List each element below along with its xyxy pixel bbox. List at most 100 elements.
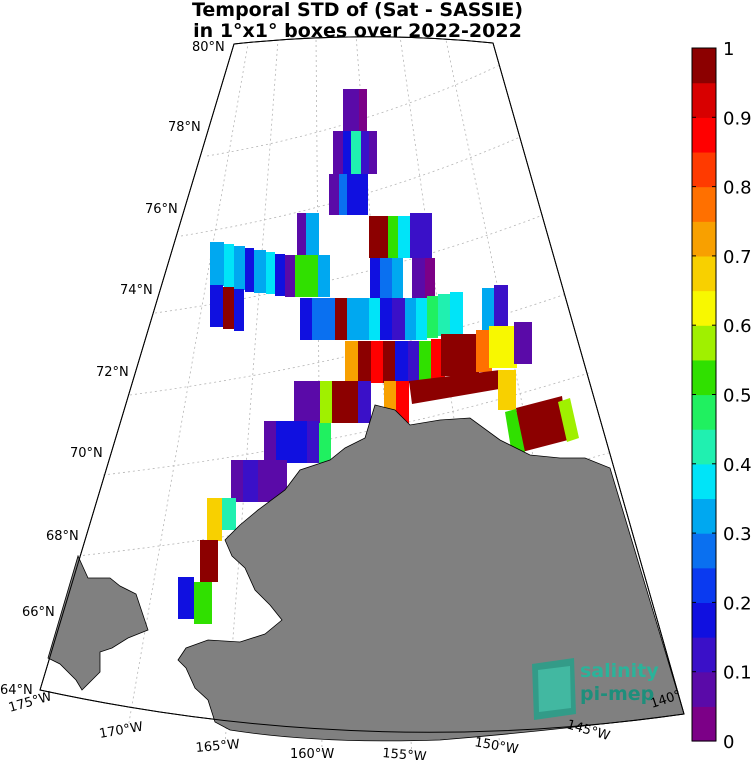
colorbar-segment [692,221,716,257]
colorbar-segment [692,117,716,153]
lat-label-80: 80°N [192,40,225,55]
data-boxes [178,89,579,624]
colorbar-segment [692,498,716,534]
data-box [396,381,409,423]
data-box [329,174,339,215]
data-box [369,298,380,340]
lon-label-150w: 150°W [473,735,519,757]
data-box [409,370,505,404]
colorbar-segment [692,706,716,742]
lon-label-160w: 160°W [290,747,334,760]
data-box [516,396,568,452]
data-box [416,298,427,340]
colorbar-segment [692,290,716,326]
colorbar-tick-label: 0.5 [723,386,752,407]
data-box [200,540,218,582]
colorbar-segment [692,255,716,292]
chukotka-landmass [47,554,149,691]
data-box [210,242,224,286]
data-box [231,460,243,502]
data-box [392,258,403,300]
colorbar: 0 0.1 0.2 0.3 0.4 0.5 0.6 0.7 0.8 0.9 1 [691,39,752,753]
data-box [339,174,347,215]
colorbar-segment [692,671,716,707]
data-box [300,298,312,340]
data-box [343,131,351,174]
lon-label-165w: 165°W [195,737,240,756]
colorbar-segment [692,429,716,465]
data-box [194,582,212,624]
data-box [210,285,223,327]
data-box [412,258,425,300]
data-box [361,131,369,174]
colorbar-tick-label: 0.4 [723,455,752,476]
data-box [294,381,320,423]
data-box [370,258,380,300]
data-box [405,298,416,340]
data-box [297,213,306,255]
lon-label-155w: 155°W [382,746,427,760]
data-box [312,298,335,340]
data-box [320,381,332,423]
data-box [383,341,395,383]
salinity-pimep-logo: salinity pi-mep [532,658,659,720]
data-box [295,255,318,297]
data-box [207,498,222,541]
colorbar-tick-label: 0 [723,732,734,753]
data-box [419,341,431,383]
colorbar-tick-label: 0.6 [723,316,752,337]
lon-label-170w: 170°W [98,719,144,741]
data-box [306,213,319,255]
data-box [398,216,410,258]
data-box [450,292,463,334]
colorbar-tick-label: 0.3 [723,524,752,545]
colorbar-segment [692,151,716,188]
data-box [395,341,408,383]
colorbar-segment [692,186,716,222]
data-box [276,421,307,463]
data-box [425,258,435,300]
colorbar-segment [692,325,716,361]
colorbar-segment [692,463,716,500]
data-box [441,334,479,376]
map-frame-outline [39,36,685,733]
alaska-landmass [177,404,685,742]
data-box [358,341,371,383]
colorbar-tick-label: 0.8 [723,178,752,199]
lat-label-64: 64°N [0,683,33,698]
colorbar-tick-label: 0.1 [723,663,752,684]
data-box [371,341,383,383]
data-box [285,255,295,297]
data-box [335,298,347,340]
data-box [514,322,532,364]
colorbar-segment [692,567,716,603]
data-box [332,381,358,423]
data-box [482,288,494,330]
data-box [392,298,405,340]
lat-label-76: 76°N [145,202,178,217]
logo-text-salinity: salinity [580,660,659,682]
data-box [319,423,331,465]
lat-label-74: 74°N [120,283,153,298]
data-box [369,216,388,258]
data-box [234,246,245,290]
colorbar-tick-label: 0.9 [723,108,752,129]
data-box [307,421,319,463]
data-box [243,460,258,502]
data-box [498,370,516,410]
data-box [333,131,343,174]
data-box [318,255,330,297]
data-box [358,381,371,423]
data-box [410,213,432,258]
title-line-1: Temporal STD of (Sat - SASSIE) [191,0,524,21]
data-box [380,298,392,340]
logo-text-pimep: pi-mep [580,683,654,705]
colorbar-segment [692,533,716,569]
data-box [347,174,368,215]
lat-label-78: 78°N [168,120,201,135]
data-box [408,341,419,383]
data-box [224,244,234,288]
data-box [359,89,367,131]
data-box [494,285,508,329]
